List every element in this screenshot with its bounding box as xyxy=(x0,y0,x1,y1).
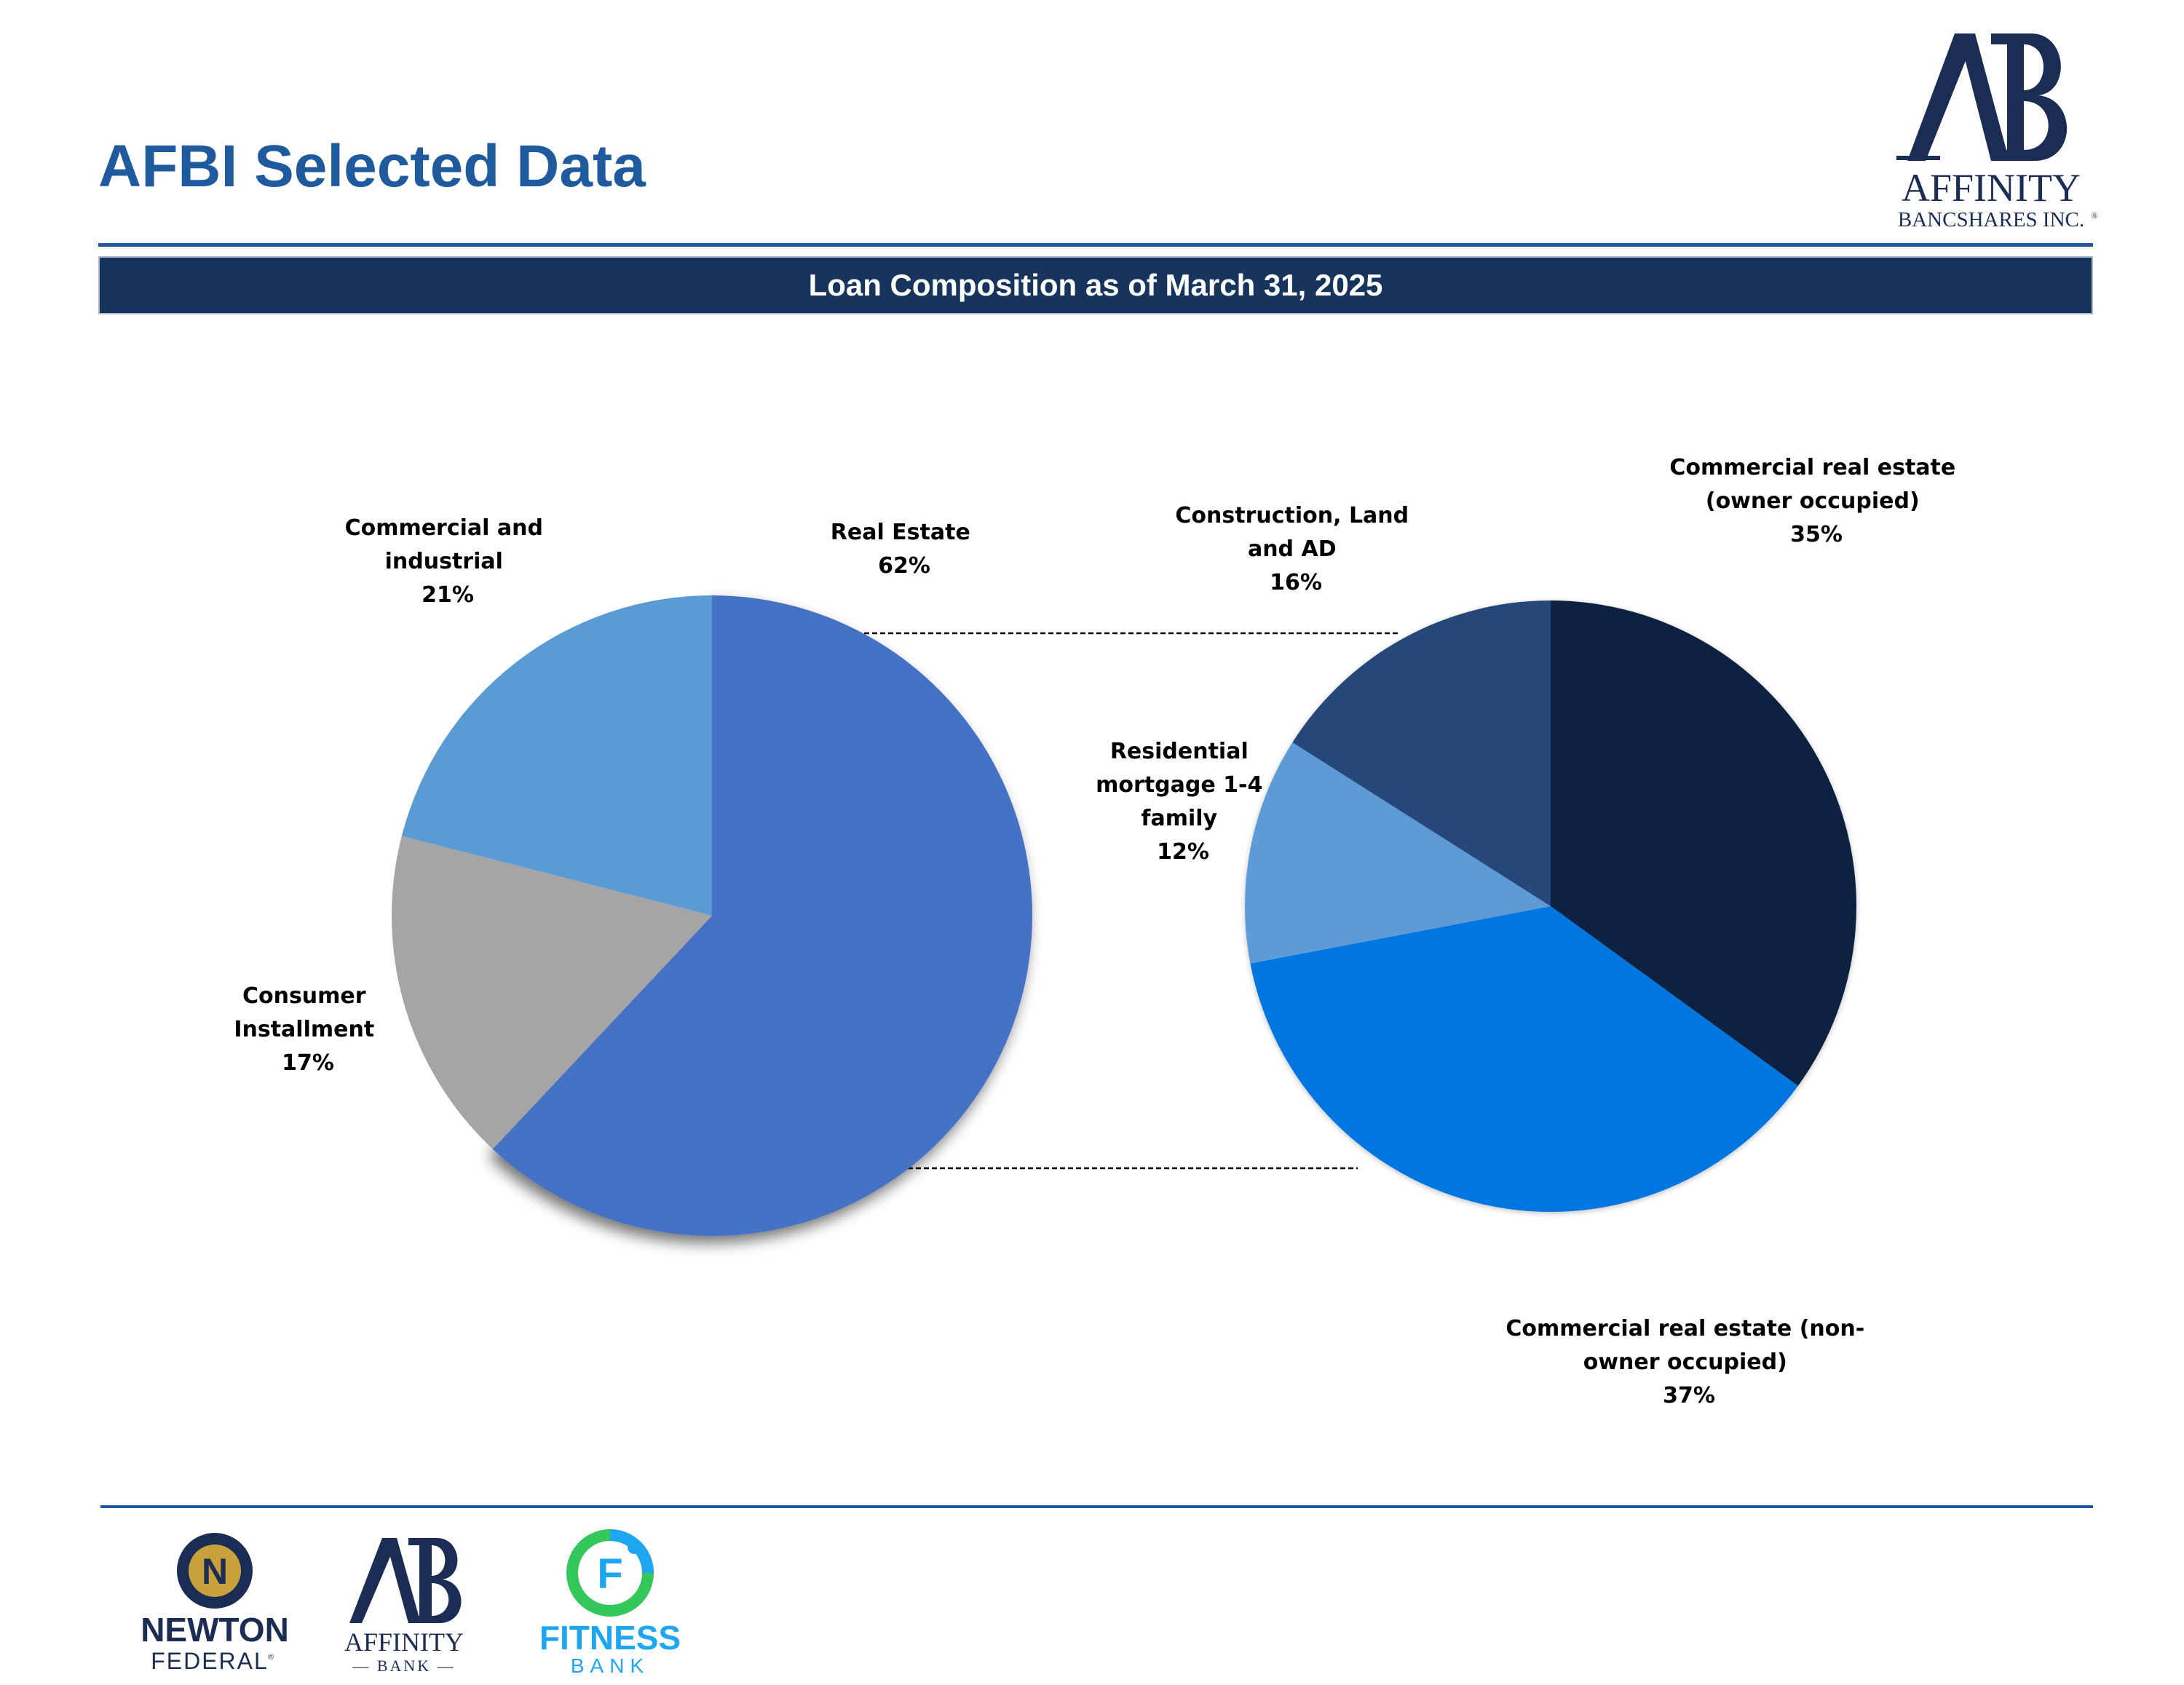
fitness-line1: FITNESS xyxy=(539,1619,681,1657)
pie-slice-commercial-real-estate-owner-occupied xyxy=(1551,600,1856,1086)
label-consumer-installment: Consumer Installment 17% xyxy=(234,983,381,1076)
pie-slice-construction-land-and-ad xyxy=(1292,600,1551,906)
pie-slice-real-estate xyxy=(492,595,1033,1236)
newton-mark: ® xyxy=(268,1653,274,1662)
label-cre-non-owner: Commercial real estate (non- owner occup… xyxy=(1506,1316,1872,1408)
newton-federal-logo: N NEWTON FEDERAL ® xyxy=(141,1533,289,1674)
banner-title: Loan Composition as of March 31, 2025 xyxy=(808,268,1383,302)
pie-slice-consumer-installment xyxy=(392,836,712,1149)
logo-name: AFFINITY xyxy=(1902,166,2081,210)
affinity-bank-logo: AFFINITY — BANK — xyxy=(344,1538,464,1675)
affinity-bancshares-logo: AFFINITY BANCSHARES INC. ® xyxy=(1896,33,2098,231)
fitness-monogram: F xyxy=(597,1550,622,1598)
logo-mark: ® xyxy=(2091,210,2097,221)
pie-slice-residential-mortgage-1-4-family xyxy=(1245,742,1551,964)
label-construction: Construction, Land and AD 16% xyxy=(1175,503,1416,595)
newton-line2: FEDERAL xyxy=(151,1648,269,1674)
header-rule xyxy=(98,243,2093,247)
label-cre-owner: Commercial real estate (owner occupied) … xyxy=(1669,455,1963,547)
pie-left xyxy=(392,595,1033,1236)
page-title: AFBI Selected Data xyxy=(98,133,646,199)
pie-slice-commercial-real-estate-non-owner-occupied xyxy=(1250,906,1798,1213)
fitness-line2: BANK xyxy=(571,1654,649,1677)
label-commercial-industrial: Commercial and industrial 21% xyxy=(345,515,551,608)
newton-line1: NEWTON xyxy=(141,1611,289,1649)
fitness-bank-logo: F FITNESS BANK xyxy=(539,1529,681,1677)
affinity-bank-line2: — BANK — xyxy=(352,1657,455,1675)
footer-rule xyxy=(100,1505,2093,1508)
newton-monogram: N xyxy=(202,1551,228,1592)
affinity-bank-line1: AFFINITY xyxy=(344,1627,464,1657)
pie-slice-commercial-and-industrial xyxy=(401,595,712,916)
section-banner: Loan Composition as of March 31, 2025 xyxy=(98,256,2093,314)
label-residential: Residential mortgage 1-4 family 12% xyxy=(1096,739,1270,865)
logo-sub: BANCSHARES INC. xyxy=(1898,208,2084,231)
label-real-estate: Real Estate 62% xyxy=(831,520,978,579)
pie-right xyxy=(1245,600,1856,1213)
